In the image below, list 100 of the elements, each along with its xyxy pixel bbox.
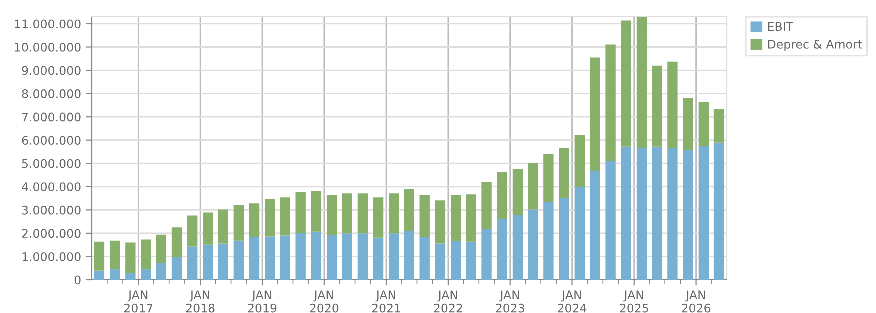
bar <box>636 17 648 148</box>
bar <box>265 199 276 237</box>
x-tick-label: JAN 2022 <box>434 290 462 313</box>
bar <box>606 44 616 162</box>
x-tick-label: JAN 2026 <box>682 290 711 313</box>
bar <box>326 235 338 280</box>
bar <box>141 240 152 270</box>
legend-label: Deprec & Amort <box>768 40 862 52</box>
x-tick-label: JAN 2017 <box>124 290 153 313</box>
bar <box>528 210 538 280</box>
bar <box>358 234 368 280</box>
bar <box>590 171 600 280</box>
bar <box>373 198 384 238</box>
bar <box>373 238 384 280</box>
x-tick-label: JAN 2025 <box>620 290 648 313</box>
bar <box>94 270 105 280</box>
y-tick-label: 1.000.000 <box>22 252 81 262</box>
bar <box>497 219 508 280</box>
bar <box>450 196 462 242</box>
bar <box>358 194 368 234</box>
y-tick-label: 4.000.000 <box>22 182 81 192</box>
x-tick-label: JAN 2020 <box>310 290 339 313</box>
bar <box>172 256 182 280</box>
bar <box>683 150 694 280</box>
x-tick-label: JAN 2018 <box>186 290 215 313</box>
bar <box>389 194 400 234</box>
bar <box>110 270 120 280</box>
y-tick-label: 5.000.000 <box>22 159 81 168</box>
bar <box>606 161 616 280</box>
bar <box>311 232 322 280</box>
bar <box>110 240 120 270</box>
y-tick-label: 3.000.000 <box>22 206 81 215</box>
bar <box>698 102 710 146</box>
bar <box>156 234 166 264</box>
x-tick-label: JAN 2024 <box>558 290 587 313</box>
bar <box>280 236 290 280</box>
y-tick-label: 2.000.000 <box>22 229 81 238</box>
x-tick-label: JAN 2023 <box>496 290 524 313</box>
bar <box>698 146 710 280</box>
bar <box>482 182 492 230</box>
bar <box>265 236 276 280</box>
bar <box>156 263 166 280</box>
bar <box>342 194 352 234</box>
bar <box>280 198 290 236</box>
bar <box>389 234 400 280</box>
bar <box>218 210 228 244</box>
bar <box>668 148 678 280</box>
bar <box>559 198 570 280</box>
bar <box>94 242 105 271</box>
bar <box>450 241 462 280</box>
bar <box>714 142 724 280</box>
x-tick-label: JAN 2021 <box>372 290 400 313</box>
bar <box>482 229 492 280</box>
bar <box>404 189 414 232</box>
bar <box>652 146 662 280</box>
bar <box>420 237 430 280</box>
bar <box>621 146 632 280</box>
bar <box>512 169 524 216</box>
bar <box>296 192 306 233</box>
legend-label: EBIT <box>768 22 794 32</box>
y-tick-label: 0 <box>74 276 81 285</box>
bar <box>326 196 338 236</box>
bar <box>172 228 182 257</box>
bar <box>126 273 136 280</box>
bar <box>420 196 430 238</box>
y-tick-label: 8.000.000 <box>22 90 81 98</box>
bar <box>188 216 198 247</box>
bar <box>203 244 214 280</box>
bar <box>311 192 322 232</box>
bar <box>435 244 446 280</box>
bar <box>203 212 214 245</box>
bar <box>528 163 538 210</box>
bar <box>141 270 152 280</box>
y-tick-label: 9.000.000 <box>22 66 81 76</box>
bar <box>466 242 476 280</box>
bar <box>342 234 352 280</box>
bar <box>714 109 724 143</box>
bar <box>559 148 570 199</box>
bar <box>497 172 508 220</box>
bar <box>590 58 600 172</box>
bar <box>668 62 678 148</box>
bar <box>652 66 662 147</box>
y-tick-label: 11.000.000 <box>15 20 81 29</box>
bar <box>683 98 694 150</box>
bar <box>218 244 228 280</box>
bar <box>544 202 554 280</box>
y-tick-label: 6.000.000 <box>22 136 81 146</box>
bar <box>404 231 414 280</box>
bar <box>234 240 244 280</box>
bar <box>249 204 260 238</box>
bar <box>636 148 648 280</box>
bar <box>544 154 554 202</box>
bar <box>574 187 586 280</box>
bar <box>435 200 446 244</box>
bar <box>512 215 524 280</box>
bar <box>466 194 476 242</box>
bar <box>574 135 586 188</box>
bar <box>234 206 244 241</box>
bar <box>188 246 198 280</box>
y-tick-label: 10.000.000 <box>15 42 81 52</box>
